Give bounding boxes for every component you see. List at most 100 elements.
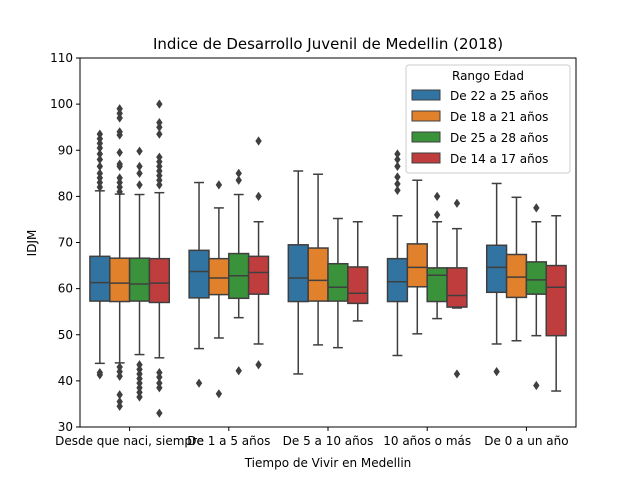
- outlier-point: [96, 182, 104, 192]
- chart-title: Indice de Desarrollo Juvenil de Medellin…: [153, 35, 503, 53]
- box-plot: [228, 168, 250, 376]
- box-iqr: [307, 247, 329, 302]
- box-iqr: [287, 244, 309, 303]
- outlier-point: [136, 161, 143, 171]
- x-tick-label: De 5 a 10 años: [283, 434, 374, 448]
- y-axis-label: IDJM: [25, 230, 39, 257]
- category-group: [188, 136, 270, 399]
- legend-label: De 18 a 21 años: [450, 110, 548, 124]
- outlier-point: [116, 390, 123, 400]
- outlier-point: [156, 378, 163, 388]
- outlier-point: [116, 367, 123, 377]
- outlier-point: [156, 99, 163, 109]
- box-plot: [545, 214, 567, 392]
- box-iqr: [386, 257, 409, 303]
- outlier-point: [96, 154, 104, 165]
- outlier-point: [235, 366, 242, 376]
- box-plot: [208, 180, 230, 399]
- outlier-point: [394, 161, 401, 171]
- outlier-point: [136, 383, 143, 393]
- legend-swatch: [411, 131, 441, 143]
- outlier-point: [116, 177, 123, 188]
- outlier-point: [136, 387, 143, 398]
- outlier-point: [96, 149, 104, 159]
- outlier-point: [394, 185, 401, 195]
- outlier-point: [156, 166, 163, 176]
- box-iqr: [188, 249, 210, 299]
- outlier-point: [116, 397, 123, 407]
- category-group: [386, 149, 468, 379]
- outlier-point: [136, 146, 143, 156]
- legend-label: De 25 a 28 años: [450, 131, 548, 145]
- box-iqr: [208, 257, 230, 296]
- y-tick-label: 40: [58, 374, 73, 388]
- legend-swatch: [411, 152, 441, 164]
- outlier-point: [116, 401, 123, 411]
- outlier-point: [156, 171, 163, 181]
- plot-area: 30 40 50 60 70 80 90 100 110 Desde que naci, siem…: [50, 51, 577, 448]
- box-plot: [525, 203, 547, 391]
- axes-frame: [79, 57, 577, 428]
- box-plot: [247, 136, 270, 370]
- outlier-point: [116, 113, 123, 123]
- box-iqr: [89, 255, 111, 302]
- x-tick-label: Desde que naci, siempre: [55, 434, 204, 448]
- outlier-point: [116, 147, 123, 158]
- outlier-point: [136, 392, 143, 402]
- box-iqr: [128, 257, 151, 302]
- outlier-point: [493, 367, 500, 377]
- outlier-point: [156, 152, 163, 162]
- box-plot: [347, 220, 369, 322]
- box-plot: [307, 173, 329, 346]
- outlier-point: [116, 104, 123, 114]
- box-plot: [128, 146, 151, 402]
- outlier-point: [116, 182, 123, 192]
- outlier-point: [156, 367, 163, 378]
- y-tick-label: 80: [58, 189, 73, 203]
- y-tick-label: 50: [58, 328, 73, 342]
- outlier-point: [195, 378, 203, 388]
- box-iqr: [426, 267, 448, 303]
- outlier-point: [255, 191, 262, 201]
- y-tick-label: 70: [58, 236, 73, 250]
- outlier-point: [156, 122, 163, 132]
- outlier-point: [116, 173, 123, 183]
- box-iqr: [247, 255, 270, 295]
- box-iqr: [347, 266, 369, 305]
- outlier-point: [255, 360, 262, 370]
- outlier-point: [433, 191, 441, 201]
- box-iqr: [109, 257, 131, 303]
- legend-swatch: [411, 110, 441, 122]
- box-plot: [426, 191, 448, 320]
- legend-label: De 22 a 25 años: [450, 89, 548, 103]
- outlier-point: [533, 203, 540, 213]
- outlier-point: [453, 369, 461, 379]
- x-axis-label: Tiempo de Vivir en Medellin: [244, 456, 412, 470]
- outlier-point: [394, 172, 401, 182]
- outlier-point: [235, 168, 242, 178]
- category-group: [485, 182, 567, 392]
- box-plot: [89, 129, 111, 380]
- box-plot: [505, 196, 528, 342]
- box-iqr: [525, 261, 547, 295]
- outlier-point: [215, 180, 223, 190]
- outlier-point: [116, 362, 123, 372]
- outlier-point: [453, 198, 461, 208]
- outlier-point: [394, 179, 401, 189]
- outlier-point: [156, 157, 163, 167]
- box-iqr: [505, 253, 528, 299]
- outlier-point: [96, 143, 104, 153]
- outlier-point: [96, 177, 104, 188]
- outlier-point: [394, 149, 401, 159]
- outlier-point: [394, 154, 401, 165]
- box-plot: [406, 179, 428, 335]
- outlier-point: [116, 159, 123, 169]
- x-tick-label: 10 años o más: [383, 434, 471, 448]
- outlier-point: [136, 369, 143, 379]
- outlier-point: [433, 210, 441, 220]
- box-plot: [148, 99, 171, 418]
- legend-swatch: [411, 89, 441, 101]
- outlier-point: [156, 408, 163, 418]
- outlier-point: [136, 180, 143, 190]
